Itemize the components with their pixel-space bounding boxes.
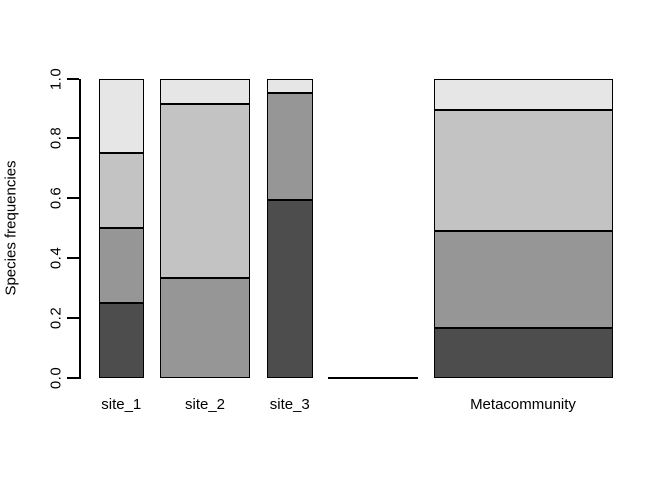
- bar-segment-Metacommunity-species-lightgray: [433, 109, 613, 232]
- bar-segment-site_1-species-dark: [99, 303, 144, 378]
- bar-segment-Metacommunity-species-palegray: [433, 78, 613, 110]
- bar-segment-Metacommunity-species-gray: [433, 231, 613, 328]
- y-tick-label: 1.0: [47, 67, 65, 90]
- bar-segment-site_2-species-palegray: [160, 78, 250, 104]
- bar-segment-site_2-species-gray: [160, 278, 250, 378]
- y-tick: [67, 377, 79, 379]
- y-tick-label: 0.6: [47, 187, 65, 210]
- y-tick: [67, 137, 79, 140]
- bar-segment-site_2-species-lightgray: [160, 103, 250, 279]
- y-tick: [67, 197, 79, 200]
- x-category-label-site_3: site_3: [269, 396, 310, 413]
- bar-segment-Metacommunity-species-dark: [433, 327, 613, 378]
- y-tick: [67, 257, 79, 260]
- y-tick-label: 0.8: [47, 127, 65, 150]
- bar-segment-site_1-species-lightgray: [99, 153, 144, 229]
- zero-height-bar-baseline: [328, 377, 418, 379]
- x-category-label-site_1: site_1: [101, 396, 142, 413]
- bar-segment-site_1-species-gray: [99, 228, 144, 304]
- y-axis-line: [79, 78, 81, 379]
- bar-segment-site_3-species-dark: [267, 199, 313, 378]
- y-tick-label: 0.4: [47, 247, 65, 270]
- y-axis-title: Species frequencies: [2, 160, 20, 296]
- y-tick-label: 0.0: [47, 366, 65, 390]
- y-tick: [67, 77, 79, 80]
- bar-segment-site_3-species-gray: [267, 92, 313, 200]
- y-tick: [67, 317, 79, 320]
- y-tick-label: 0.2: [47, 306, 65, 330]
- bar-segment-site_3-species-palegray: [267, 78, 313, 93]
- x-category-label-site_2: site_2: [184, 396, 226, 413]
- bar-segment-site_1-species-palegray: [99, 78, 144, 154]
- x-category-label-Metacommunity: Metacommunity: [470, 396, 576, 413]
